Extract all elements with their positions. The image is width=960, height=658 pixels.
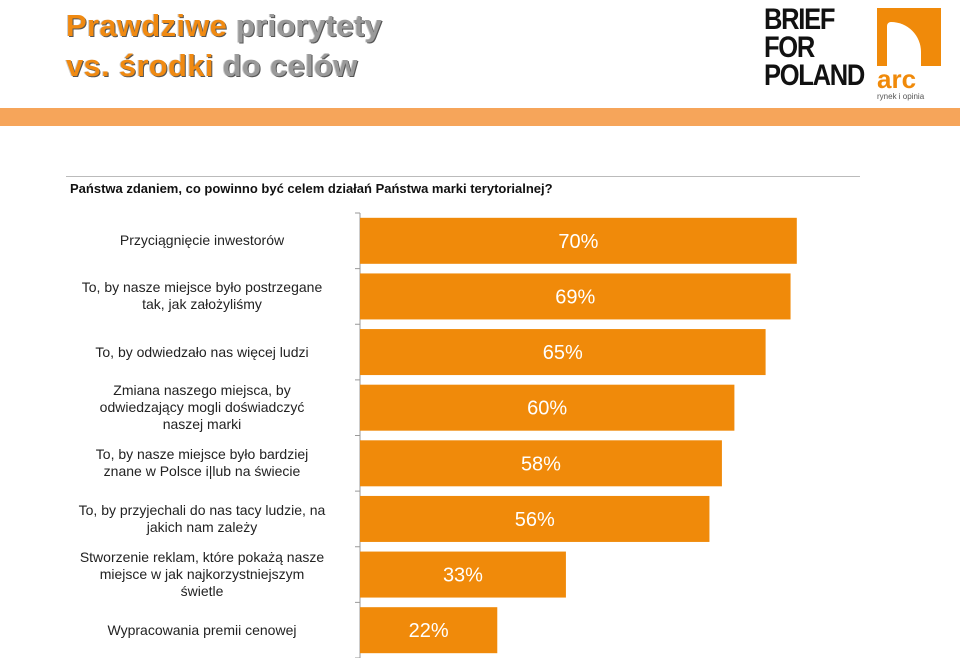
header-band xyxy=(0,108,960,126)
logo-tagline: rynek i opinia xyxy=(877,92,925,101)
category-label: Zmiana naszego miejsca, by odwiedzający … xyxy=(99,382,305,433)
bar xyxy=(360,440,722,487)
logo-text: POLAND xyxy=(764,59,865,92)
category-label: To, by nasze miejsce było postrzegane ta… xyxy=(81,279,323,313)
title-word: priorytety xyxy=(236,8,383,43)
bar xyxy=(360,273,791,320)
category-label: To, by odwiedzało nas więcej ludzi xyxy=(95,343,309,360)
logo-arc-mark xyxy=(877,8,941,66)
category-label: To, by nasze miejsce było bardziej znane… xyxy=(95,446,309,480)
value-label: 22% xyxy=(409,620,449,642)
separator xyxy=(66,176,860,177)
category-label: Wypracowania premii cenowej xyxy=(107,621,297,638)
value-label: 60% xyxy=(527,398,567,420)
value-label: 70% xyxy=(558,231,598,253)
title-word: vs. środki xyxy=(66,48,214,83)
title-line: vs. środki do celów xyxy=(66,48,358,84)
category-label: Przyciągnięcie inwestorów xyxy=(119,232,285,249)
value-label: 33% xyxy=(443,565,483,587)
category-label: To, by przyjechali do nas tacy ludzie, n… xyxy=(78,501,326,535)
title-word: Prawdziwe xyxy=(66,8,228,43)
bar xyxy=(360,217,797,264)
value-label: 65% xyxy=(543,342,583,364)
logo-brief: BRIEF FOR POLAND xyxy=(764,3,865,92)
logo-text: BRIEF xyxy=(764,3,835,36)
category-label: Stworzenie reklam, które pokażą nasze mi… xyxy=(79,549,325,600)
bar xyxy=(360,495,710,542)
bar xyxy=(360,607,498,654)
bar xyxy=(360,329,766,376)
question: Państwa zdaniem, co powinno być celem dz… xyxy=(70,181,553,196)
logo-arc: arc xyxy=(877,64,917,94)
value-label: 69% xyxy=(555,286,595,308)
value-label: 56% xyxy=(515,509,555,531)
value-label: 58% xyxy=(521,453,561,475)
logo-text: FOR xyxy=(764,31,815,64)
title-word: do celów xyxy=(222,48,358,83)
bar xyxy=(360,384,735,431)
title-line: Prawdziwe priorytety xyxy=(66,8,382,44)
bar xyxy=(360,551,566,598)
